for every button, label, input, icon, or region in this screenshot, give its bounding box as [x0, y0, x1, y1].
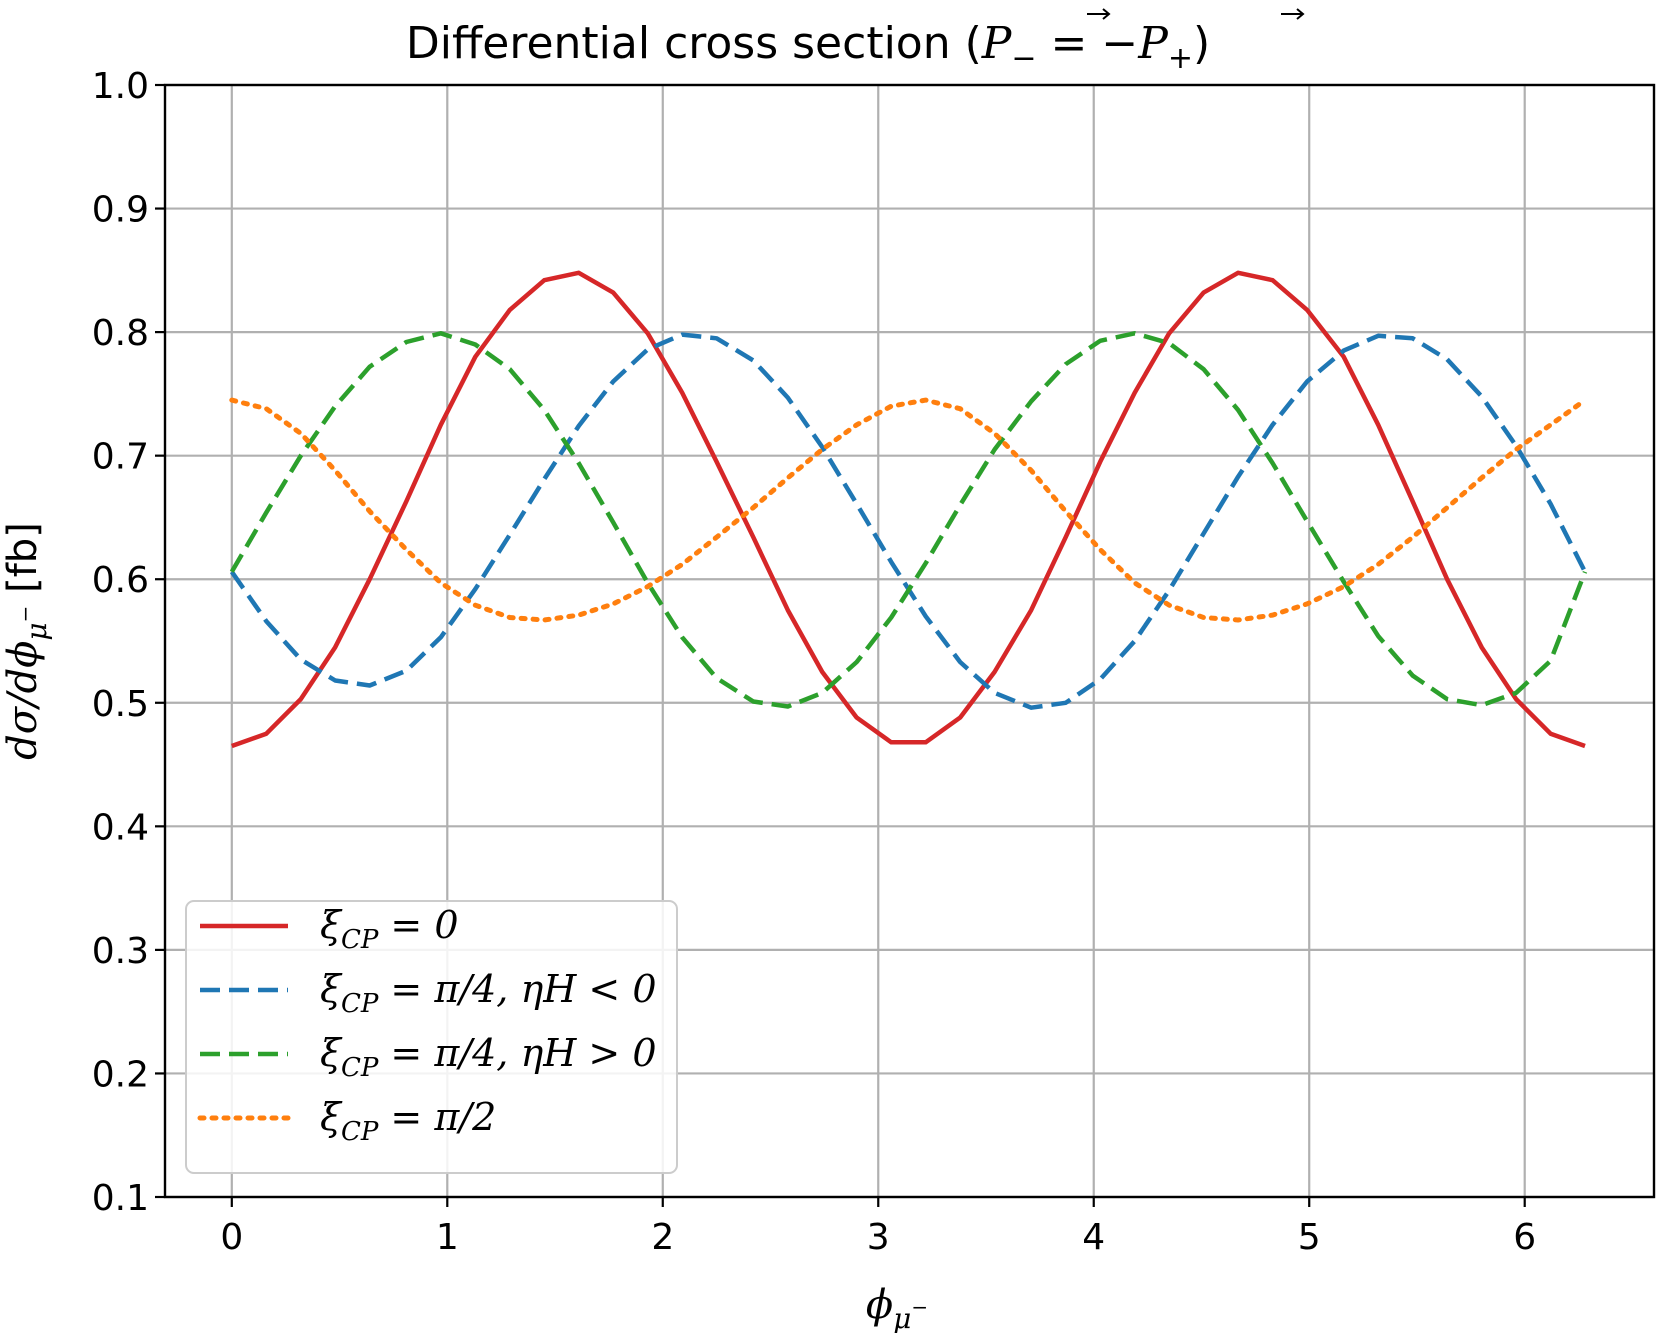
y-tick-label: 0.7	[92, 437, 149, 478]
title-sub-minus: −	[1011, 41, 1036, 76]
x-tick-label: 2	[651, 1217, 674, 1258]
y-tick-label: 1.0	[92, 66, 149, 107]
y-tick-label: 0.1	[92, 1178, 149, 1219]
x-axis-label: ϕμ−	[866, 1282, 928, 1333]
y-tick-label: 0.3	[92, 931, 149, 972]
title-sub-plus: +	[1168, 41, 1193, 76]
title-math-p-minus: P	[981, 18, 1013, 69]
x-tick-label: 0	[220, 1217, 243, 1258]
y-tick-label: 0.8	[92, 313, 149, 354]
y-tick-label: 0.5	[92, 684, 149, 725]
legend: ξCP = 0 ξCP = π/4, ηH < 0 ξCP = π/4, ηH > …	[185, 900, 678, 1174]
title-prefix: Differential cross section (	[406, 18, 982, 69]
x-tick-label: 3	[867, 1217, 890, 1258]
legend-label: ξCP = π/4, ηH < 0	[320, 967, 657, 1019]
x-tick-label: 5	[1298, 1217, 1321, 1258]
x-tick-label: 1	[436, 1217, 459, 1258]
title-math-p-plus: P	[1137, 18, 1169, 69]
y-tick-label: 0.4	[92, 807, 149, 848]
vector-arrow-icon	[1281, 8, 1305, 20]
y-tick-label: 0.2	[92, 1054, 149, 1095]
title-suffix: )	[1193, 18, 1210, 69]
y-tick-label: 0.9	[92, 190, 149, 231]
chart-title: Differential cross section (P− = −P+)	[406, 8, 1305, 76]
x-tick-label: 6	[1513, 1217, 1536, 1258]
y-axis-label: dσ/dϕμ− [fb]	[0, 522, 53, 760]
series-line-3	[229, 331, 1588, 709]
axes-frame	[163, 83, 1656, 1199]
title-eq: = −	[1037, 18, 1139, 69]
legend-frame	[185, 900, 678, 1174]
legend-label: ξCP = 0	[320, 903, 459, 955]
vector-arrow-icon	[1087, 8, 1111, 20]
series-line-2	[229, 332, 1588, 710]
plot-area	[229, 270, 1588, 749]
x-tick-label: 4	[1082, 1217, 1105, 1258]
ticks: 0 1 2 3 4 5 6 0.1 0.2 0.3 0.4 0.5 0.6 0.7 0.8 0.9 1.0	[92, 66, 1536, 1258]
y-tick-label: 0.6	[92, 560, 149, 601]
legend-label: ξCP = π/4, ηH > 0	[320, 1031, 657, 1083]
svg-text:Differential cross section (P−: Differential cross section (P− = −P+)	[406, 18, 1210, 76]
legend-label: ξCP = π/2	[320, 1095, 496, 1147]
series-line-1	[231, 270, 1586, 749]
series-line-4	[229, 397, 1588, 623]
